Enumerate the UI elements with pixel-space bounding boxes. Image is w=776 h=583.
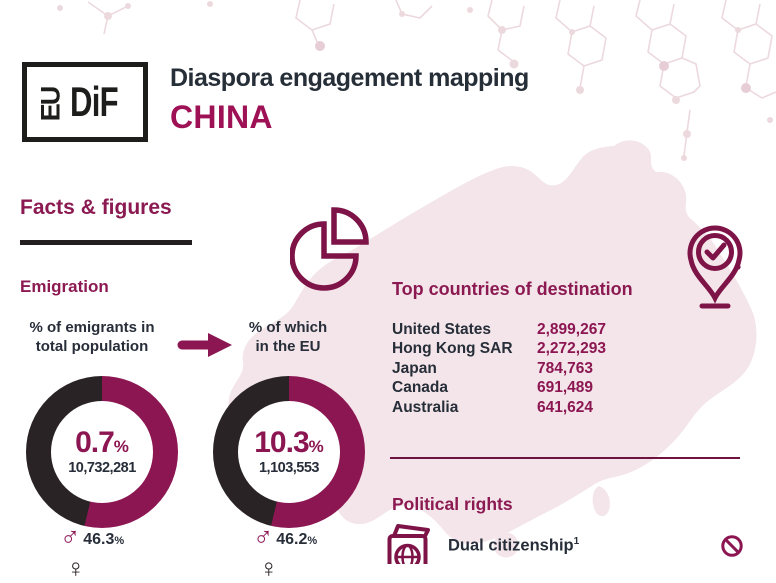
destination-country: Australia	[392, 398, 459, 416]
destination-country: United States	[392, 320, 492, 338]
destination-country: Japan	[392, 359, 437, 377]
donut-chart-total-population: 0.7% 10,732,281	[26, 376, 178, 528]
logo-dif-text: DiF	[69, 78, 119, 125]
donut-percent-value: 10.3%	[254, 426, 324, 459]
destination-value: 2,272,293	[537, 340, 606, 358]
destination-value: 691,489	[537, 379, 594, 397]
political-rights-heading: Political rights	[392, 494, 513, 514]
footnote-marker: 1	[573, 536, 580, 547]
eudif-logo: EU DiF	[22, 62, 148, 142]
destination-country: Hong Kong SAR	[392, 340, 513, 358]
destinations-heading: Top countries of destination	[392, 279, 633, 299]
page-title: Diaspora engagement mapping	[170, 64, 529, 92]
emigration-heading: Emigration	[20, 277, 109, 296]
donut-percent-value: 0.7%	[75, 426, 129, 459]
destination-row: Canada 691,489	[392, 379, 712, 399]
destination-row: Japan 784,763	[392, 359, 712, 379]
destination-row: Australia 641,624	[392, 398, 712, 418]
male-share-eu: ♂ 46.2%	[253, 521, 318, 551]
destination-value: 2,899,267	[537, 320, 606, 338]
destination-value: 784,763	[537, 359, 594, 377]
logo-eu-text: EU	[35, 87, 66, 122]
location-pin-check-icon	[687, 225, 743, 309]
section-divider	[390, 457, 740, 459]
dual-citizenship-label: Dual citizenship1	[448, 536, 580, 555]
female-icon-partial: ♀	[66, 553, 86, 583]
molecule-dots	[57, 1, 773, 161]
pie-chart-icon	[290, 207, 369, 291]
destinations-list: United States 2,899,267 Hong Kong SAR 2,…	[392, 320, 712, 418]
prohibited-icon	[721, 535, 743, 557]
female-icon-partial: ♀	[259, 553, 279, 583]
donut-count-value: 10,732,281	[68, 460, 136, 476]
donut-count-value: 1,103,553	[258, 460, 320, 476]
molecule-pattern	[87, 0, 776, 157]
destination-country: Canada	[392, 379, 448, 397]
country-title: CHINA	[170, 99, 273, 135]
chart-label-in-eu: % of which in the EU	[248, 319, 328, 355]
arrow-right-icon	[177, 333, 232, 357]
passport-icon	[387, 524, 430, 564]
heading-underline	[20, 240, 192, 245]
taiwan-silhouette	[592, 486, 610, 517]
male-icon: ♂	[253, 521, 274, 551]
male-share-total: ♂ 46.3%	[60, 521, 125, 551]
male-icon: ♂	[60, 521, 81, 551]
hainan-silhouette	[493, 532, 519, 558]
facts-figures-heading: Facts & figures	[20, 196, 172, 219]
destination-value: 641,624	[537, 398, 594, 416]
chart-label-total-population: % of emigrants in total population	[29, 319, 155, 355]
donut-chart-in-eu: 10.3% 1,103,553	[213, 376, 365, 528]
destination-row: United States 2,899,267	[392, 320, 712, 340]
destination-row: Hong Kong SAR 2,272,293	[392, 340, 712, 360]
